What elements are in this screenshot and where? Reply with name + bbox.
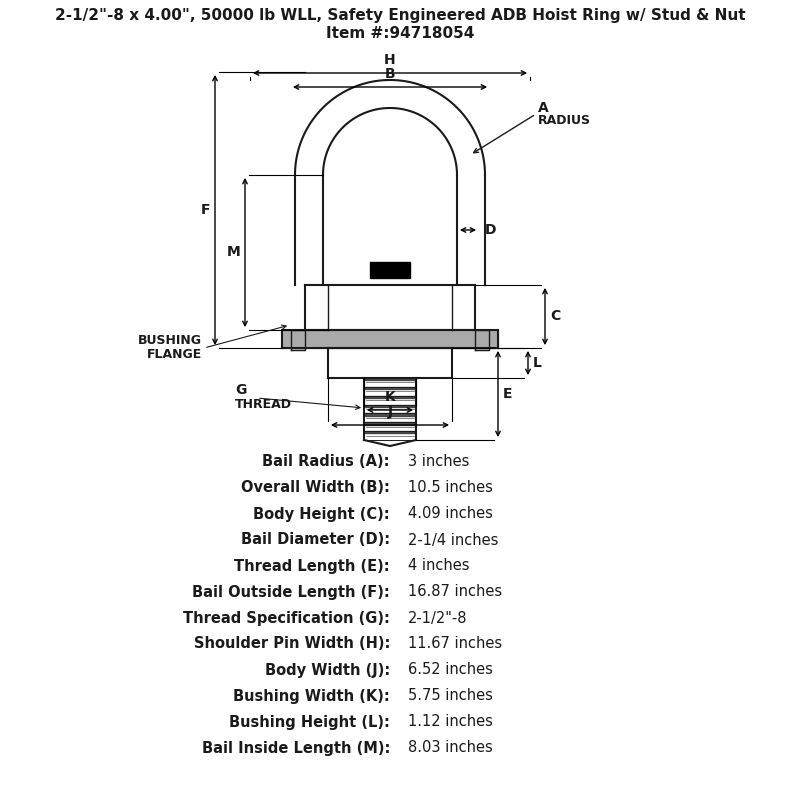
Text: Shoulder Pin Width (H):: Shoulder Pin Width (H): xyxy=(194,637,390,651)
Text: Bail Inside Length (M):: Bail Inside Length (M): xyxy=(202,740,390,756)
Text: Body Height (C):: Body Height (C): xyxy=(254,506,390,522)
Text: M: M xyxy=(226,245,240,259)
Polygon shape xyxy=(475,330,489,350)
Polygon shape xyxy=(365,413,415,416)
Text: C: C xyxy=(550,309,560,323)
Text: L: L xyxy=(533,356,542,370)
Text: THREAD: THREAD xyxy=(235,398,292,411)
Text: E: E xyxy=(503,387,513,401)
Polygon shape xyxy=(365,431,415,433)
Text: Thread Length (E):: Thread Length (E): xyxy=(234,559,390,573)
Text: 2-1/4 inches: 2-1/4 inches xyxy=(408,532,498,548)
Polygon shape xyxy=(365,404,415,407)
Text: H: H xyxy=(384,53,396,67)
Text: BUSHING: BUSHING xyxy=(138,334,202,347)
Text: 11.67 inches: 11.67 inches xyxy=(408,637,502,651)
Polygon shape xyxy=(291,330,305,350)
Text: 16.87 inches: 16.87 inches xyxy=(408,585,502,599)
Text: 1.12 inches: 1.12 inches xyxy=(408,714,493,730)
Text: 2-1/2"-8: 2-1/2"-8 xyxy=(408,611,467,625)
Text: Bail Diameter (D):: Bail Diameter (D): xyxy=(241,532,390,548)
Text: G: G xyxy=(235,383,246,397)
Text: D: D xyxy=(485,223,497,237)
Text: 10.5 inches: 10.5 inches xyxy=(408,480,493,496)
Text: 6.52 inches: 6.52 inches xyxy=(408,663,493,677)
Text: 2-1/2"-8 x 4.00", 50000 lb WLL, Safety Engineered ADB Hoist Ring w/ Stud & Nut: 2-1/2"-8 x 4.00", 50000 lb WLL, Safety E… xyxy=(54,8,746,23)
Text: 3 inches: 3 inches xyxy=(408,454,470,470)
Text: 4.09 inches: 4.09 inches xyxy=(408,506,493,522)
Text: Bail Outside Length (F):: Bail Outside Length (F): xyxy=(192,585,390,599)
Text: 5.75 inches: 5.75 inches xyxy=(408,688,493,704)
Text: Bail Radius (A):: Bail Radius (A): xyxy=(262,454,390,470)
Text: Bushing Width (K):: Bushing Width (K): xyxy=(234,688,390,704)
Text: 8.03 inches: 8.03 inches xyxy=(408,740,493,756)
Text: B: B xyxy=(385,67,395,81)
Polygon shape xyxy=(365,422,415,424)
Text: Overall Width (B):: Overall Width (B): xyxy=(241,480,390,496)
Text: Thread Specification (G):: Thread Specification (G): xyxy=(183,611,390,625)
Text: J: J xyxy=(387,405,393,419)
Text: K: K xyxy=(385,390,395,404)
Text: Body Width (J):: Body Width (J): xyxy=(265,663,390,677)
Text: FLANGE: FLANGE xyxy=(146,347,202,360)
Text: Item #:94718054: Item #:94718054 xyxy=(326,26,474,41)
Text: F: F xyxy=(201,203,210,217)
Text: A: A xyxy=(538,101,549,115)
Polygon shape xyxy=(282,330,498,348)
Text: RADIUS: RADIUS xyxy=(538,114,591,127)
Polygon shape xyxy=(365,378,415,380)
Text: 4 inches: 4 inches xyxy=(408,559,470,573)
Polygon shape xyxy=(365,387,415,389)
Polygon shape xyxy=(370,262,410,278)
Polygon shape xyxy=(365,396,415,398)
Text: Bushing Height (L):: Bushing Height (L): xyxy=(229,714,390,730)
